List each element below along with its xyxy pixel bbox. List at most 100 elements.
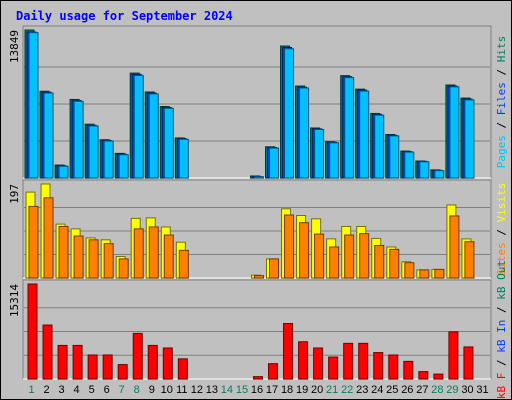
bar-kb-f-day-9 xyxy=(147,344,158,380)
bar-pages-day-22 xyxy=(344,77,355,179)
bar-pages-day-27 xyxy=(419,161,430,179)
x-tick-label-day-13: 13 xyxy=(206,384,218,396)
bar-sites-day-10 xyxy=(163,234,174,279)
x-tick-label-day-22: 22 xyxy=(341,384,353,396)
bar-pages-day-11 xyxy=(178,138,189,179)
x-tick-label-day-4: 4 xyxy=(74,384,80,396)
x-tick-label-day-31: 31 xyxy=(476,384,488,396)
bar-sites-day-4 xyxy=(73,235,84,279)
bar-kb-f-day-25 xyxy=(388,354,399,380)
bar-sites-day-23 xyxy=(359,233,370,279)
bar-sites-day-3 xyxy=(58,225,69,279)
bar-pages-day-26 xyxy=(404,151,415,179)
bar-pages-day-1 xyxy=(28,32,39,179)
bar-kb-f-day-17 xyxy=(268,363,279,380)
bar-pages-day-21 xyxy=(329,142,340,179)
bar-kb-f-day-5 xyxy=(87,354,98,380)
x-tick-label-day-12: 12 xyxy=(191,384,203,396)
bar-pages-day-3 xyxy=(58,165,69,179)
x-tick-label-day-15: 15 xyxy=(236,384,248,396)
panel-max-label: 15314 xyxy=(8,284,21,317)
x-tick-label-day-28: 28 xyxy=(431,384,443,396)
x-tick-label-day-24: 24 xyxy=(371,384,383,396)
x-tick-label-day-1: 1 xyxy=(28,384,34,396)
bar-kb-f-day-28 xyxy=(433,373,444,380)
bar-sites-day-27 xyxy=(419,269,430,279)
bar-sites-day-2 xyxy=(43,197,54,279)
legend-item: Visits xyxy=(495,183,508,223)
x-tick-label-day-29: 29 xyxy=(446,384,458,396)
bar-sites-day-29 xyxy=(449,215,460,279)
bar-kb-f-day-20 xyxy=(313,347,324,380)
x-tick-label-day-27: 27 xyxy=(416,384,428,396)
bar-sites-day-25 xyxy=(389,248,400,279)
bar-kb-f-day-11 xyxy=(177,358,188,380)
x-tick-label-day-19: 19 xyxy=(296,384,308,396)
chart-title: Daily usage for September 2024 xyxy=(16,9,233,23)
x-tick-label-day-11: 11 xyxy=(176,384,187,396)
x-tick-label-day-6: 6 xyxy=(104,384,110,396)
bar-sites-day-11 xyxy=(178,249,189,279)
x-tick-label-day-8: 8 xyxy=(134,384,140,396)
bar-sites-day-7 xyxy=(118,258,129,279)
legend-item: / xyxy=(495,222,508,242)
bar-sites-day-22 xyxy=(344,234,355,279)
legend-item: kB Out xyxy=(495,260,508,300)
legend-item: / xyxy=(495,62,508,82)
panel-max-label: 197 xyxy=(8,184,21,204)
legend-item: kB F xyxy=(495,373,508,400)
bar-pages-day-18 xyxy=(284,48,295,179)
bar-pages-day-29 xyxy=(449,86,460,179)
bar-kb-f-day-8 xyxy=(132,332,143,380)
bar-kb-f-day-30 xyxy=(463,346,474,380)
bar-pages-day-5 xyxy=(88,125,99,179)
bar-kb-f-day-2 xyxy=(42,324,53,380)
bar-kb-f-day-16 xyxy=(252,376,263,380)
bar-pages-day-7 xyxy=(118,154,129,179)
x-tick-label-day-2: 2 xyxy=(43,384,49,396)
bar-sites-day-18 xyxy=(284,214,295,279)
bar-kb-f-day-6 xyxy=(102,354,113,380)
x-tick-label-day-10: 10 xyxy=(161,384,173,396)
legend-item: / xyxy=(495,353,508,373)
bar-kb-f-day-10 xyxy=(162,347,173,380)
bar-sites-day-5 xyxy=(88,239,99,279)
bar-sites-day-8 xyxy=(133,228,144,279)
bar-kb-f-day-18 xyxy=(283,322,294,380)
bar-kb-f-day-22 xyxy=(343,342,354,380)
x-axis-tick-labels: 1 2 3 4 5 6 7 8 9 10 11 12 13 14 15 16 17 18 19 20 21 22 23 24 2… xyxy=(28,384,488,396)
bar-sites-day-28 xyxy=(434,268,445,279)
bar-kb-f-day-4 xyxy=(72,344,83,380)
bar-sites-day-6 xyxy=(103,243,114,279)
x-tick-label-day-26: 26 xyxy=(401,384,413,396)
x-tick-label-day-17: 17 xyxy=(266,384,278,396)
bar-pages-day-2 xyxy=(43,92,54,179)
bar-kb-f-day-3 xyxy=(57,344,68,380)
legend-item: Sites xyxy=(495,242,508,275)
panel-hits-files-pages: 13849 Pages / Files / Hits xyxy=(8,25,508,179)
x-tick-label-day-30: 30 xyxy=(461,384,473,396)
legend-item: Pages xyxy=(495,135,508,168)
bar-sites-day-24 xyxy=(374,245,385,279)
x-tick-label-day-21: 21 xyxy=(326,384,338,396)
x-tick-label-day-16: 16 xyxy=(251,384,263,396)
x-tick-label-day-20: 20 xyxy=(311,384,323,396)
panel-visits-sites: 197 Sites / Visits xyxy=(8,179,508,279)
legend-item: kB In xyxy=(495,320,508,353)
panel-legend: kB F / kB In / kB Out xyxy=(495,260,508,399)
bar-sites-day-1 xyxy=(28,205,39,279)
legend-item: / xyxy=(495,300,508,320)
bar-pages-day-17 xyxy=(269,147,280,179)
bar-sites-day-19 xyxy=(299,222,310,279)
x-tick-label-day-18: 18 xyxy=(281,384,293,396)
x-tick-label-day-3: 3 xyxy=(59,384,65,396)
bar-kb-f-day-1 xyxy=(27,283,38,380)
panel-legend: Sites / Visits xyxy=(495,183,508,276)
x-tick-label-day-5: 5 xyxy=(89,384,95,396)
bar-pages-day-25 xyxy=(389,135,400,179)
bar-pages-day-20 xyxy=(314,128,325,179)
bar-kb-f-day-27 xyxy=(418,371,429,380)
bar-sites-day-21 xyxy=(329,246,340,279)
panel-legend: Pages / Files / Hits xyxy=(495,36,508,169)
